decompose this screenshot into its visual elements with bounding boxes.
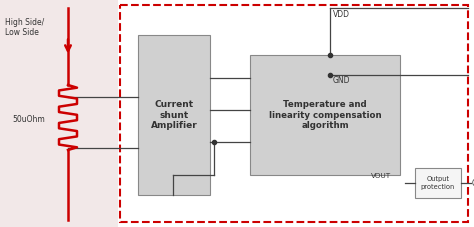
Text: Output: Output	[472, 178, 474, 188]
Bar	[138, 35, 210, 195]
Text: Temperature and
linearity compensation
algorithm: Temperature and linearity compensation a…	[269, 100, 381, 130]
Text: VOUT: VOUT	[371, 173, 391, 179]
Bar	[415, 168, 461, 198]
Text: Output
protection: Output protection	[421, 177, 455, 190]
Text: Current
shunt
Amplifier: Current shunt Amplifier	[151, 100, 197, 130]
Bar	[250, 55, 400, 175]
Bar	[120, 5, 468, 222]
Text: High Side/
Low Side: High Side/ Low Side	[5, 18, 44, 37]
Text: 50uOhm: 50uOhm	[12, 116, 45, 124]
Text: VDD: VDD	[333, 10, 350, 19]
Bar	[0, 0, 118, 227]
Text: GND: GND	[333, 76, 350, 85]
